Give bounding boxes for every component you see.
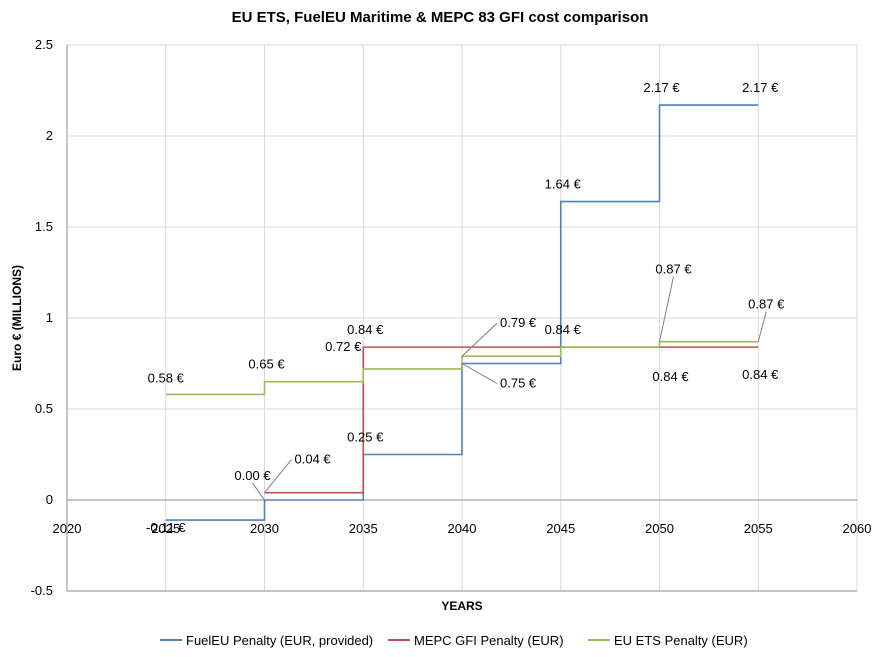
data-label-leader xyxy=(659,276,674,342)
series xyxy=(165,104,759,521)
data-label-leader xyxy=(461,322,498,357)
data-label: 0.75 € xyxy=(500,376,537,391)
x-tick-label: 2025 xyxy=(151,521,180,536)
data-label-leader xyxy=(252,482,265,501)
axes: -0.5 0 0.5 1 1.5 2 2.5 2020 2025 2030 2035 2040 2045… xyxy=(31,37,872,598)
x-tick-label: 2040 xyxy=(448,521,477,536)
legend-entry-2: MEPC GFI Penalty (EUR) xyxy=(414,633,564,648)
y-tick-label: 0 xyxy=(46,492,53,507)
data-label: 0.79 € xyxy=(500,315,537,330)
series-line-3 xyxy=(165,340,759,396)
data-label: 0.87 € xyxy=(655,262,692,277)
x-tick-label: 2020 xyxy=(53,521,82,536)
data-label: 2.17 € xyxy=(742,80,779,95)
data-label: 0.00 € xyxy=(234,468,271,483)
x-tick-label: 2035 xyxy=(349,521,378,536)
data-label: 0.84 € xyxy=(652,369,689,384)
x-tick-label: 2055 xyxy=(744,521,773,536)
legend: FuelEU Penalty (EUR, provided) MEPC GFI P… xyxy=(160,633,748,648)
data-label-leader xyxy=(461,363,498,384)
data-label: 0.87 € xyxy=(748,297,785,312)
y-tick-label: 1.5 xyxy=(35,219,53,234)
data-labels: -0.11 € 0.00 € 0.25 € 0.75 € 1.64 € 2.17 € 2.1… xyxy=(146,80,785,535)
data-label-leader xyxy=(264,459,292,494)
x-tick-label: 2060 xyxy=(843,521,872,536)
data-label: 0.84 € xyxy=(347,322,384,337)
series-line-1 xyxy=(165,104,759,521)
y-tick-label: 1 xyxy=(46,310,53,325)
legend-entry-1: FuelEU Penalty (EUR, provided) xyxy=(186,633,373,648)
data-label: 0.84 € xyxy=(742,367,779,382)
y-tick-label: -0.5 xyxy=(31,583,53,598)
chart-title: EU ETS, FuelEU Maritime & MEPC 83 GFI co… xyxy=(232,9,649,26)
x-tick-label: 2050 xyxy=(645,521,674,536)
y-axis-title: Euro € (MILLIONS) xyxy=(10,265,24,371)
data-label: 0.04 € xyxy=(295,452,332,467)
data-label: 0.65 € xyxy=(248,357,285,372)
data-label: 2.17 € xyxy=(643,80,680,95)
x-axis-title: YEARS xyxy=(441,599,482,613)
data-label: 0.25 € xyxy=(347,430,384,445)
y-tick-label: 2 xyxy=(46,128,53,143)
data-label: 0.58 € xyxy=(148,370,185,385)
x-tick-label: 2045 xyxy=(546,521,575,536)
y-tick-label: 2.5 xyxy=(35,37,53,52)
grid xyxy=(67,44,858,591)
data-label: -0.11 € xyxy=(146,520,186,535)
data-label: 0.84 € xyxy=(545,322,582,337)
legend-entry-3: EU ETS Penalty (EUR) xyxy=(614,633,748,648)
x-tick-label: 2030 xyxy=(250,521,279,536)
y-tick-label: 0.5 xyxy=(35,401,53,416)
data-label: 1.64 € xyxy=(545,177,582,192)
data-label: 0.72 € xyxy=(325,339,362,354)
data-label-leader xyxy=(757,311,767,342)
